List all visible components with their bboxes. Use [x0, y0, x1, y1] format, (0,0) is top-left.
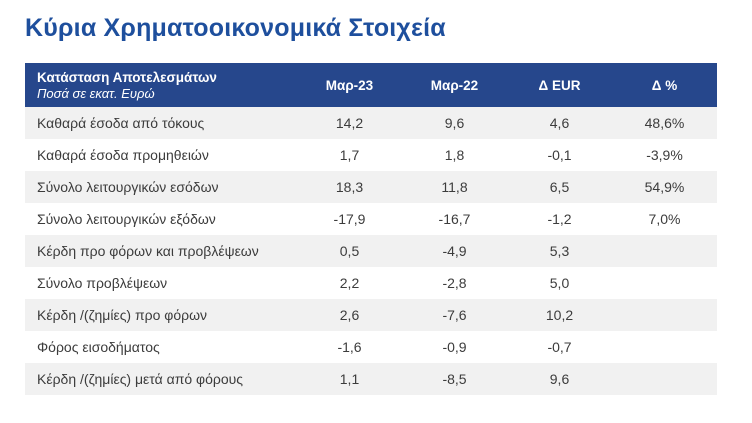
row-value: 18,3	[335, 179, 364, 195]
row-label: Καθαρά έσοδα από τόκους	[37, 115, 205, 131]
column-header-mar-22: Μαρ-22	[430, 77, 479, 93]
row-value: 14,2	[335, 115, 364, 131]
row-value: -0,9	[442, 339, 467, 355]
row-value: 5,3	[549, 243, 570, 259]
row-value: 7,0%	[648, 211, 681, 227]
table-row: Σύνολο προβλέψεων 2,2 -2,8 5,0	[25, 267, 717, 299]
row-value: 54,9%	[644, 179, 685, 195]
column-header-delta-eur: Δ EUR	[538, 77, 581, 93]
table-row: Καθαρά έσοδα από τόκους 14,2 9,6 4,6 48,6%	[25, 107, 717, 139]
row-label: Κέρδη προ φόρων και προβλέψεων	[37, 243, 259, 259]
table-header-subtitle: Ποσά σε εκατ. Ευρώ	[37, 85, 155, 101]
row-value: -8,5	[442, 371, 467, 387]
table-header-label-cell: Κατάσταση Αποτελεσμάτων Ποσά σε εκατ. Ευ…	[25, 69, 297, 102]
row-value: 5,0	[549, 275, 570, 291]
row-value: 1,1	[339, 371, 360, 387]
row-value: -1,6	[337, 339, 362, 355]
row-value: 1,7	[339, 147, 360, 163]
row-value: 6,5	[549, 179, 570, 195]
row-value: 10,2	[545, 307, 574, 323]
table-row: Κέρδη προ φόρων και προβλέψεων 0,5 -4,9 5,3	[25, 235, 717, 267]
row-value: -0,7	[547, 339, 572, 355]
financial-statement-table: Κατάσταση Αποτελεσμάτων Ποσά σε εκατ. Ευ…	[25, 63, 717, 395]
row-value: 0,5	[339, 243, 360, 259]
row-value: 9,6	[549, 371, 570, 387]
table-header-row: Κατάσταση Αποτελεσμάτων Ποσά σε εκατ. Ευ…	[25, 63, 717, 107]
row-label: Κέρδη /(ζημίες) προ φόρων	[37, 307, 208, 323]
table-header-title: Κατάσταση Αποτελεσμάτων	[37, 69, 217, 85]
table-row: Κέρδη /(ζημίες) προ φόρων 2,6 -7,6 10,2	[25, 299, 717, 331]
row-label: Σύνολο λειτουργικών εσόδων	[37, 179, 219, 195]
table-row: Φόρος εισοδήματος -1,6 -0,9 -0,7	[25, 331, 717, 363]
row-value: 2,6	[339, 307, 360, 323]
table-body: Καθαρά έσοδα από τόκους 14,2 9,6 4,6 48,6% Κα…	[25, 107, 717, 395]
row-value: 1,8	[444, 147, 465, 163]
column-header-delta-pct: Δ %	[651, 77, 678, 93]
row-value: 2,2	[339, 275, 360, 291]
row-label: Σύνολο προβλέψεων	[37, 275, 168, 291]
row-value: 11,8	[441, 179, 468, 195]
column-header-mar-23: Μαρ-23	[325, 77, 374, 93]
row-label: Καθαρά έσοδα προμηθειών	[37, 147, 209, 163]
row-value: -17,9	[333, 211, 366, 227]
table-row: Σύνολο λειτουργικών εξόδων -17,9 -16,7 -1,2…	[25, 203, 717, 235]
row-value: 48,6%	[644, 115, 685, 131]
table-row: Κέρδη /(ζημίες) μετά από φόρους 1,1 -8,5 9,…	[25, 363, 717, 395]
row-value: -0,1	[547, 147, 572, 163]
row-value: 4,6	[549, 115, 570, 131]
row-value: -1,2	[547, 211, 572, 227]
page-title: Κύρια Χρηματοοικονομικά Στοιχεία	[25, 14, 446, 42]
row-value: -3,9%	[646, 147, 683, 163]
row-value: -4,9	[442, 243, 467, 259]
row-label: Κέρδη /(ζημίες) μετά από φόρους	[37, 371, 244, 387]
table-row: Σύνολο λειτουργικών εσόδων 18,3 11,8 6,5 54,…	[25, 171, 717, 203]
row-label: Φόρος εισοδήματος	[37, 339, 160, 355]
row-value: -16,7	[438, 211, 471, 227]
table-row: Καθαρά έσοδα προμηθειών 1,7 1,8 -0,1 -3,9%	[25, 139, 717, 171]
row-label: Σύνολο λειτουργικών εξόδων	[37, 211, 216, 227]
row-value: 9,6	[444, 115, 465, 131]
row-value: -2,8	[442, 275, 467, 291]
row-value: -7,6	[442, 307, 467, 323]
